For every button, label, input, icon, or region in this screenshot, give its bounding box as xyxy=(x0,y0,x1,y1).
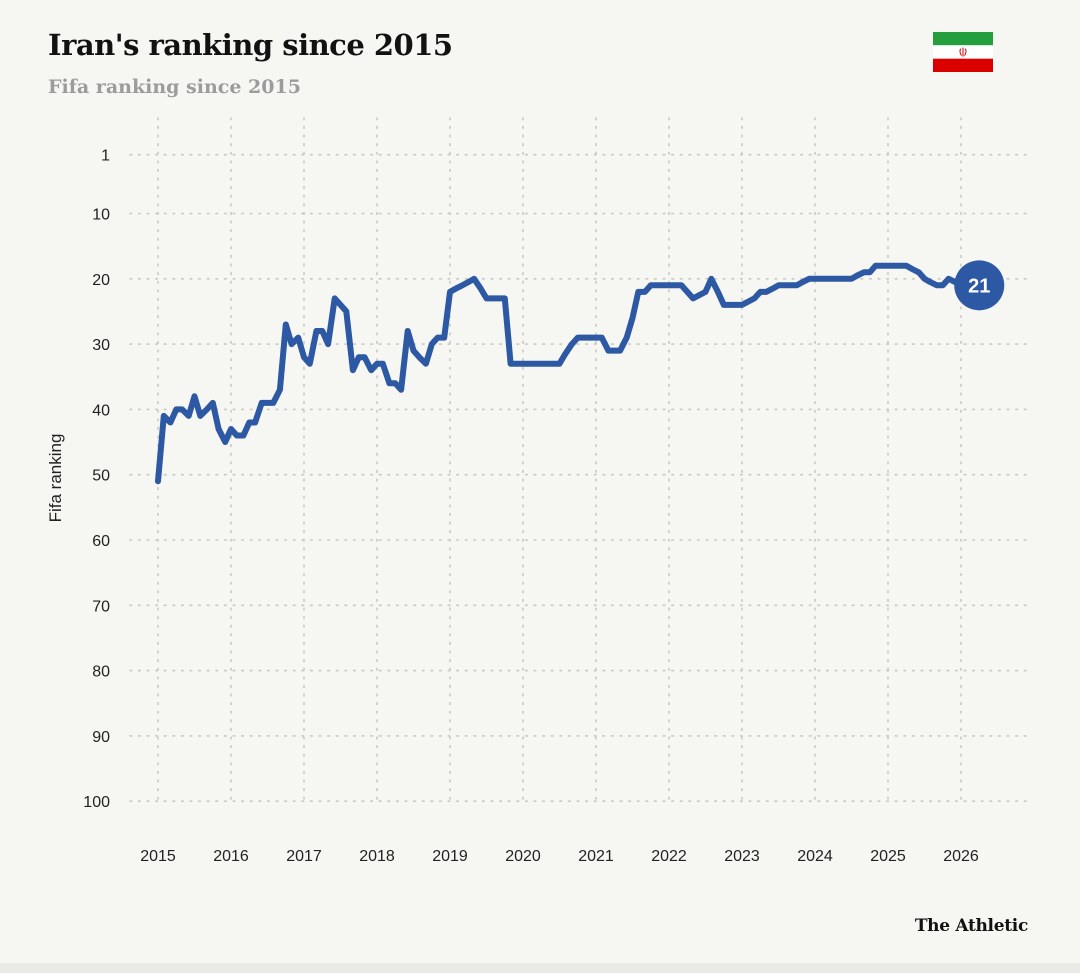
y-tick-label: 40 xyxy=(92,402,110,419)
y-tick-label: 90 xyxy=(92,729,110,746)
y-tick-label: 60 xyxy=(92,533,110,550)
x-tick-label: 2018 xyxy=(359,848,395,865)
chart-subtitle: Fifa ranking since 2015 xyxy=(48,76,301,98)
brand-logo: The Athletic xyxy=(914,916,1028,936)
x-tick-label: 2024 xyxy=(797,848,833,865)
x-tick-label: 2017 xyxy=(286,848,322,865)
series-layer: 21 xyxy=(155,260,1005,485)
end-point-label: 21 xyxy=(968,275,990,297)
end-point-marker xyxy=(954,260,1005,311)
y-tick-label: 10 xyxy=(92,207,110,224)
chart-title: Iran's ranking since 2015 xyxy=(48,28,453,62)
y-axis-label: Fifa ranking xyxy=(46,434,65,523)
bottom-bar xyxy=(0,963,1080,973)
x-tick-label: 2016 xyxy=(213,848,249,865)
y-tick-label: 20 xyxy=(92,272,110,289)
x-tick-label: 2021 xyxy=(578,848,614,865)
x-tick-label: 2015 xyxy=(140,848,176,865)
y-tick-labels: 1 10 20 30 40 50 60 70 80 90 100 xyxy=(83,148,110,811)
y-tick-label: 70 xyxy=(92,598,110,615)
flag-emblem xyxy=(959,47,967,57)
y-tick-label: 80 xyxy=(92,664,110,681)
iran-flag-icon xyxy=(933,32,993,72)
y-tick-label: 100 xyxy=(83,794,110,811)
x-tick-label: 2022 xyxy=(651,848,687,865)
y-tick-label: 30 xyxy=(92,337,110,354)
x-tick-label: 2025 xyxy=(870,848,906,865)
x-tick-label: 2023 xyxy=(724,848,760,865)
x-tick-labels: 2015 2016 2017 2018 2019 2020 2021 2022 2023 2024… xyxy=(140,848,979,865)
x-tick-label: 2019 xyxy=(432,848,468,865)
x-tick-label: 2026 xyxy=(943,848,979,865)
y-tick-label: 1 xyxy=(101,148,110,165)
x-tick-label: 2020 xyxy=(505,848,541,865)
ranking-line xyxy=(155,262,983,485)
grid-layer xyxy=(129,117,1027,807)
y-tick-label: 50 xyxy=(92,468,110,485)
